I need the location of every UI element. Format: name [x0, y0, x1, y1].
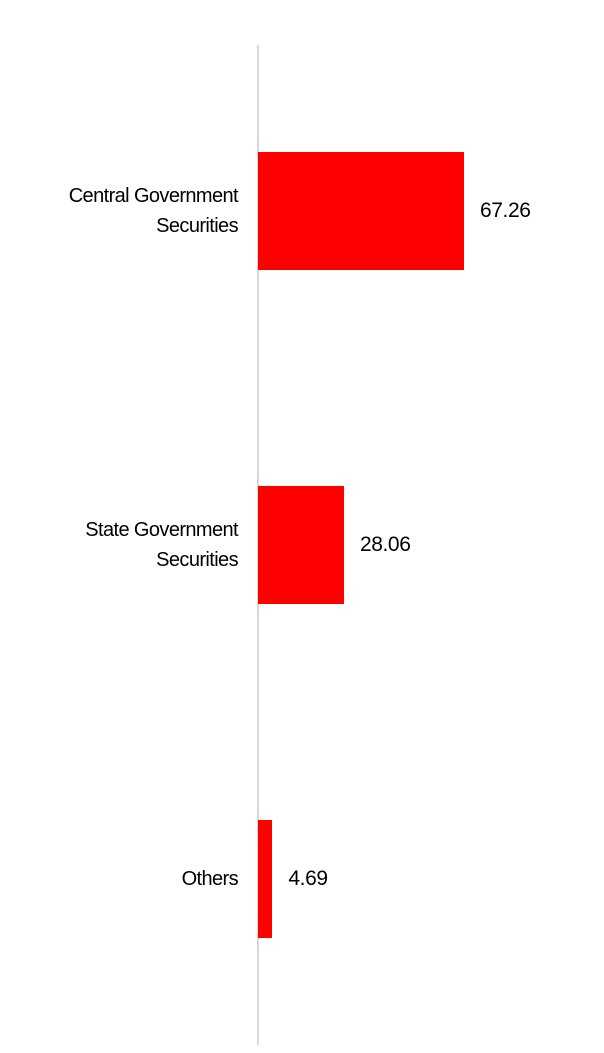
category-label: State Government Securities — [85, 519, 238, 571]
bar — [258, 152, 464, 270]
category-label: Central Government Securities — [68, 185, 239, 237]
bar — [258, 820, 273, 938]
value-label: 67.26 — [480, 199, 531, 222]
bar — [258, 486, 344, 604]
value-label: 4.69 — [288, 867, 328, 890]
category-label: Others — [181, 868, 239, 890]
value-label: 28.06 — [359, 533, 411, 556]
